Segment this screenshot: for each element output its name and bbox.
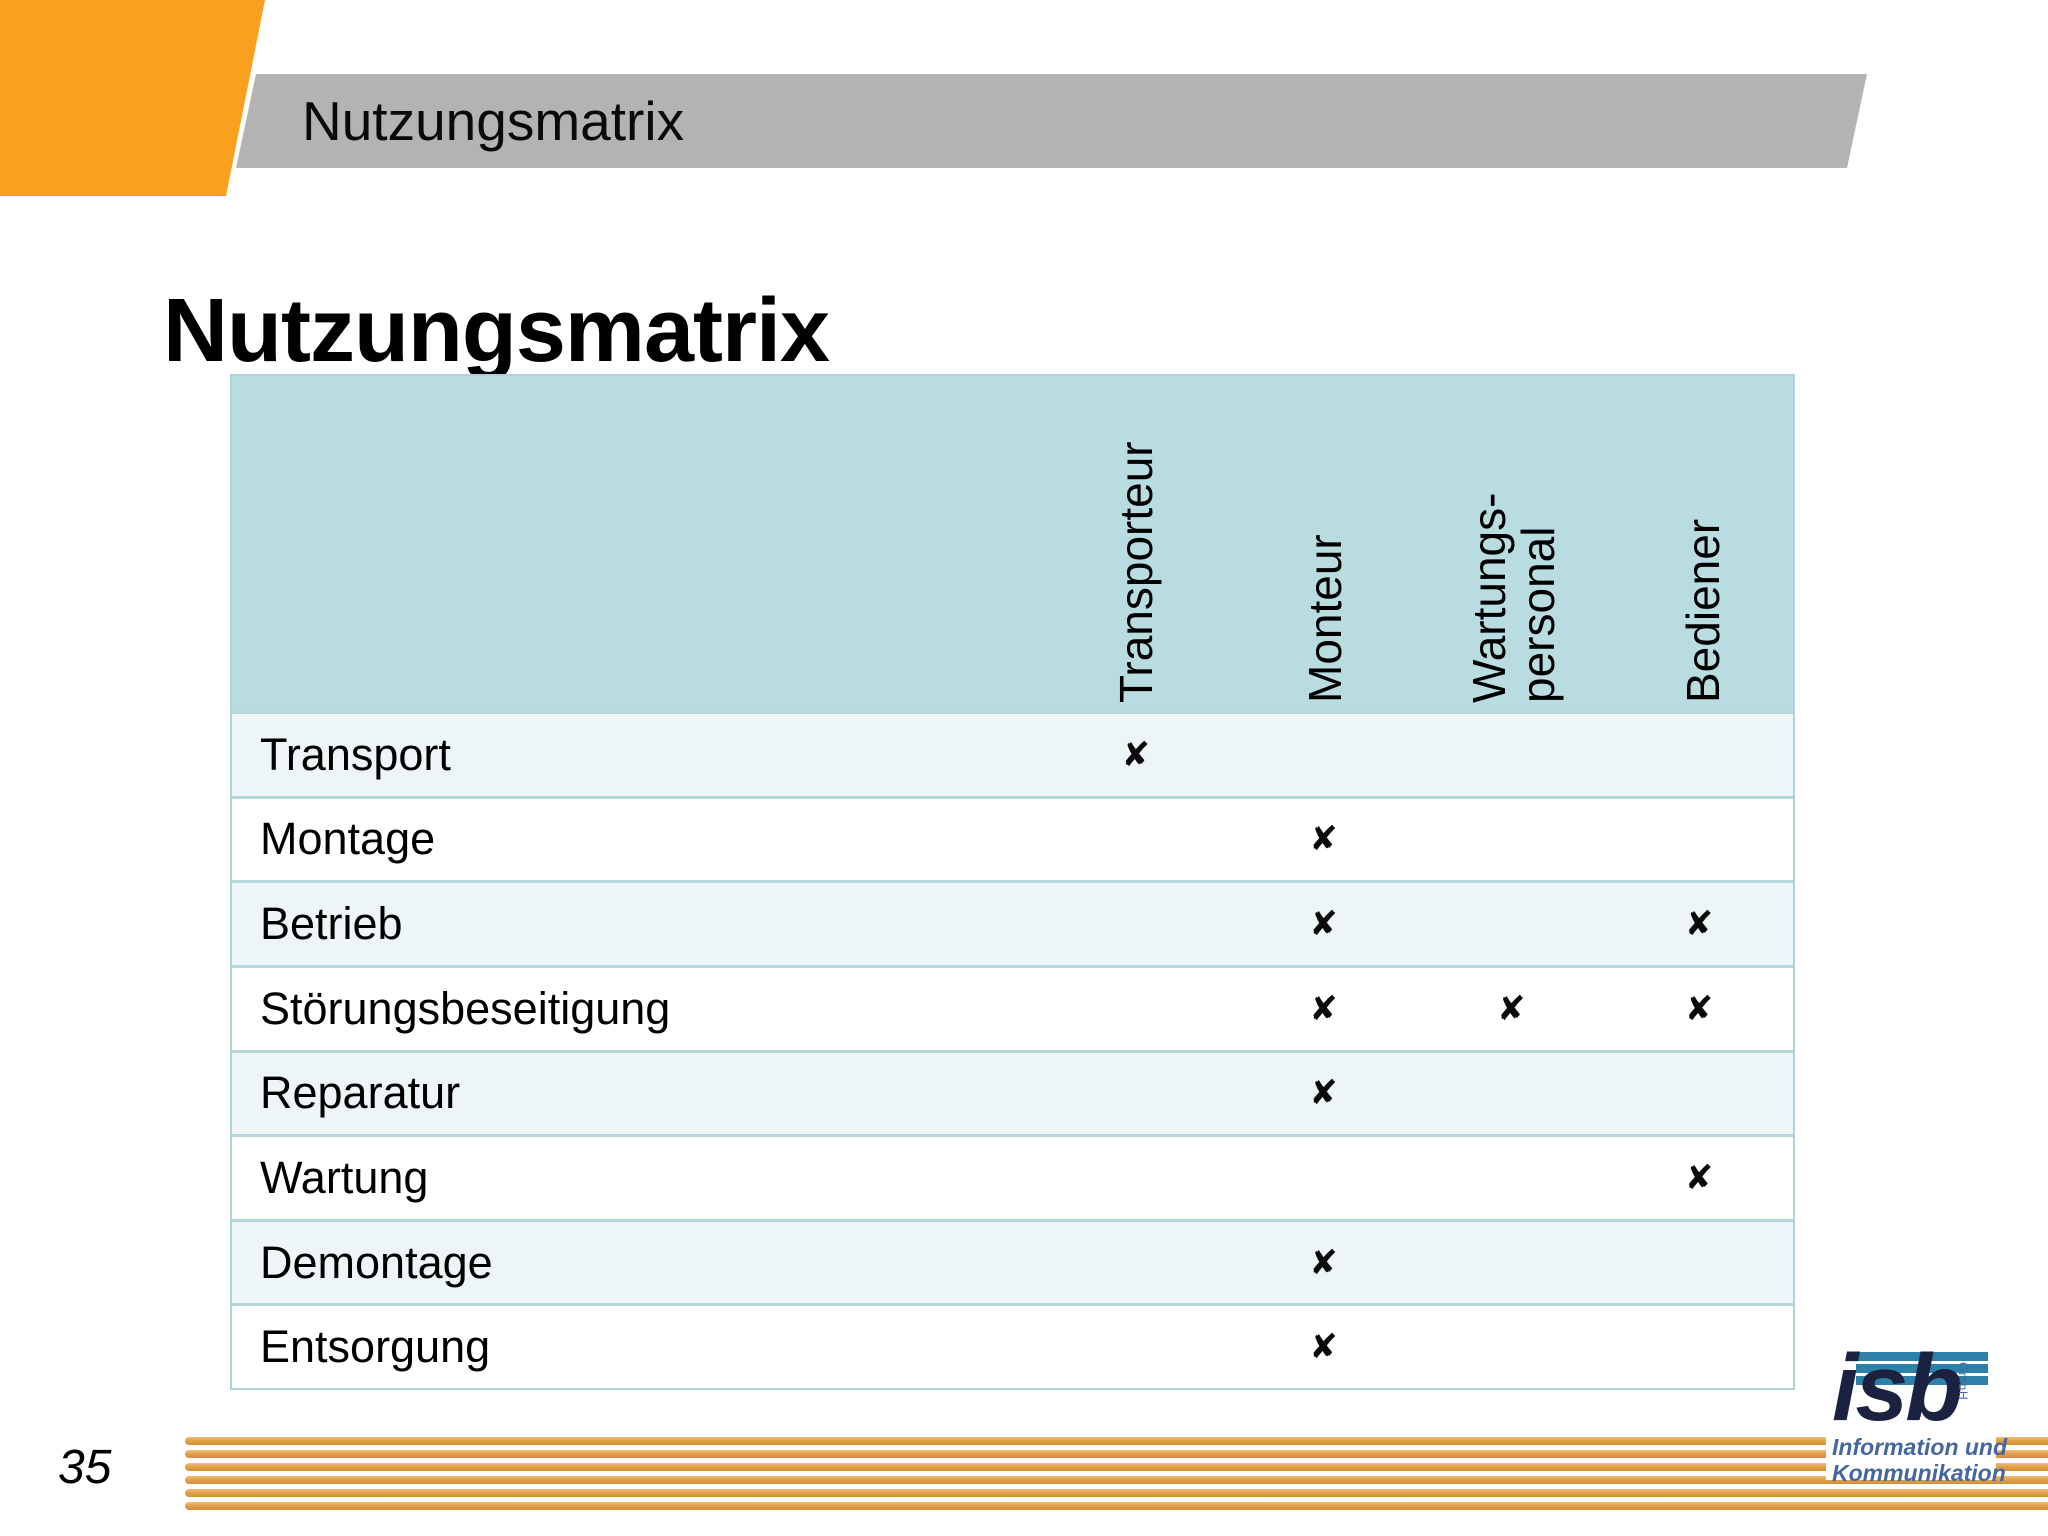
corner-accent-shape bbox=[0, 0, 265, 196]
column-header-wartungspersonal: Wartungs- personal bbox=[1463, 492, 1564, 703]
logo-tagline-line2: Kommunikation bbox=[1832, 1460, 2006, 1486]
column-header-monteur: Monteur bbox=[1299, 534, 1351, 703]
matrix-cell: ✘ bbox=[1497, 988, 1526, 1029]
column-header-label-line2: personal bbox=[1512, 526, 1564, 703]
matrix-cell: ✘ bbox=[1684, 904, 1714, 945]
isb-logo: isb GmbH Information und Kommunikation bbox=[1826, 1335, 2007, 1486]
table-row-demontage: Demontage ✘ bbox=[232, 1218, 1793, 1304]
footer-line bbox=[185, 1437, 2048, 1445]
column-header-label-line1: Wartungs- bbox=[1463, 492, 1515, 703]
matrix-cell: ✘ bbox=[1309, 904, 1338, 945]
logo-suffix: GmbH bbox=[1956, 1362, 1970, 1401]
table-row-stoerungsbeseitigung: Störungsbeseitigung ✘ ✘ ✘ bbox=[232, 964, 1793, 1050]
table-row-montage: Montage ✘ bbox=[232, 795, 1793, 881]
row-label: Transport bbox=[260, 728, 451, 780]
footer-line bbox=[185, 1450, 2048, 1458]
page-number: 35 bbox=[58, 1441, 112, 1494]
row-label: Reparatur bbox=[260, 1067, 461, 1119]
footer-line bbox=[185, 1476, 2048, 1484]
logo-wordmark: isb bbox=[1832, 1335, 1963, 1441]
usage-matrix-table: Transporteur Monteur Wartungs- personal … bbox=[230, 374, 1795, 1390]
table-row-transport: Transport ✘ bbox=[232, 711, 1793, 796]
footer-accent-lines bbox=[185, 1437, 2048, 1515]
column-header-label: Transporteur bbox=[1110, 441, 1162, 703]
logo-stripe bbox=[1856, 1364, 1988, 1373]
matrix-cell: ✘ bbox=[1309, 1242, 1338, 1283]
matrix-header-row: Transporteur Monteur Wartungs- personal … bbox=[232, 376, 1793, 711]
slide-header-bar: Nutzungsmatrix bbox=[236, 74, 1867, 168]
column-header-label: Bediener bbox=[1677, 518, 1729, 703]
table-row-reparatur: Reparatur ✘ bbox=[232, 1049, 1793, 1135]
matrix-cell: ✘ bbox=[1309, 819, 1338, 860]
matrix-cell: ✘ bbox=[1309, 1073, 1338, 1114]
row-label: Entsorgung bbox=[260, 1321, 491, 1373]
column-header-label: Monteur bbox=[1299, 534, 1351, 703]
row-label: Betrieb bbox=[260, 898, 403, 950]
footer-line bbox=[185, 1489, 2048, 1497]
matrix-cell: ✘ bbox=[1684, 988, 1714, 1029]
logo-tagline-line1: Information und bbox=[1832, 1434, 2008, 1460]
table-row-entsorgung: Entsorgung ✘ bbox=[232, 1303, 1793, 1388]
header-bar-title: Nutzungsmatrix bbox=[302, 90, 685, 152]
table-row-wartung: Wartung ✘ bbox=[232, 1134, 1793, 1219]
matrix-cell: ✘ bbox=[1121, 734, 1151, 775]
footer-line bbox=[185, 1463, 2048, 1471]
table-row-betrieb: Betrieb ✘ ✘ bbox=[232, 880, 1793, 965]
matrix-cell: ✘ bbox=[1684, 1157, 1714, 1198]
logo-stripe bbox=[1856, 1376, 1988, 1385]
row-label: Wartung bbox=[260, 1151, 429, 1203]
page-title: Nutzungsmatrix bbox=[163, 281, 830, 381]
column-header-transporteur: Transporteur bbox=[1110, 441, 1162, 703]
logo-stripe bbox=[1856, 1352, 1988, 1361]
row-label: Montage bbox=[260, 813, 436, 865]
row-label: Demontage bbox=[260, 1236, 493, 1288]
matrix-cell: ✘ bbox=[1309, 988, 1338, 1029]
row-label: Störungsbeseitigung bbox=[260, 982, 671, 1034]
footer-line bbox=[185, 1502, 2048, 1510]
matrix-cell: ✘ bbox=[1309, 1327, 1338, 1368]
column-header-bediener: Bediener bbox=[1677, 518, 1729, 703]
